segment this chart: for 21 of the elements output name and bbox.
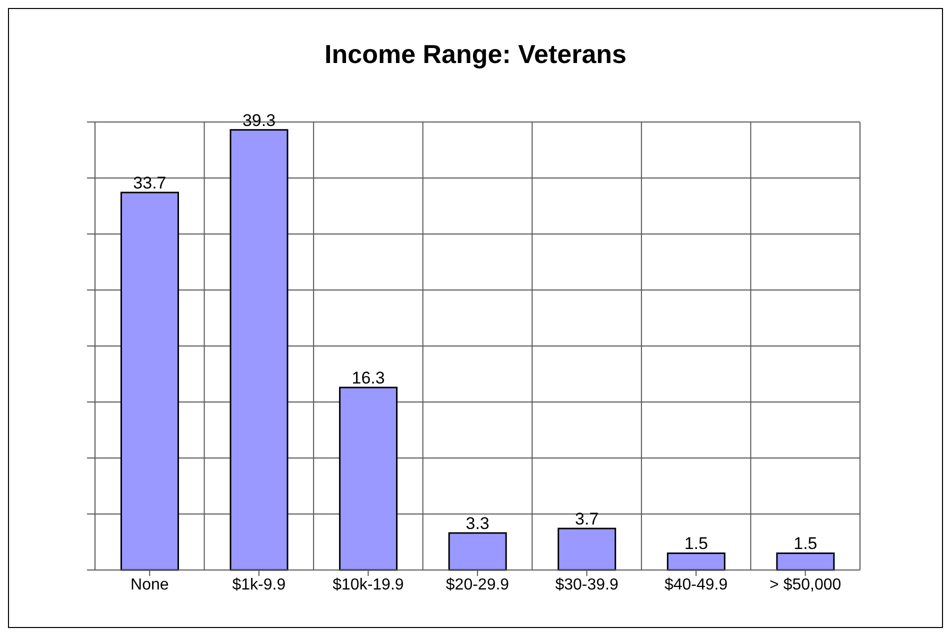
x-tick-label: $10k-19.9	[332, 576, 404, 594]
bar	[339, 386, 398, 571]
data-label: 3.7	[575, 510, 599, 529]
bar	[558, 528, 616, 571]
data-label: 1.5	[684, 534, 708, 554]
bar	[776, 552, 835, 571]
bar	[230, 129, 288, 571]
x-tick-label: $20-29.9	[446, 576, 510, 594]
bar	[666, 552, 726, 571]
x-tick-label: $30-39.9	[555, 576, 618, 594]
data-label: 16.3	[352, 368, 385, 388]
data-label: 1.5	[794, 534, 818, 554]
chart-title: Income Range: Veterans	[324, 39, 628, 70]
x-tick-label: None	[130, 576, 169, 594]
x-tick-label: > $50,000	[770, 576, 842, 594]
bar	[448, 532, 507, 571]
x-tick-label: $1k-9.9	[232, 576, 286, 594]
bar	[120, 192, 179, 571]
x-tick-label: $40-49.9	[664, 576, 728, 594]
data-label: 3.3	[466, 514, 490, 534]
data-label: 33.7	[133, 174, 166, 193]
